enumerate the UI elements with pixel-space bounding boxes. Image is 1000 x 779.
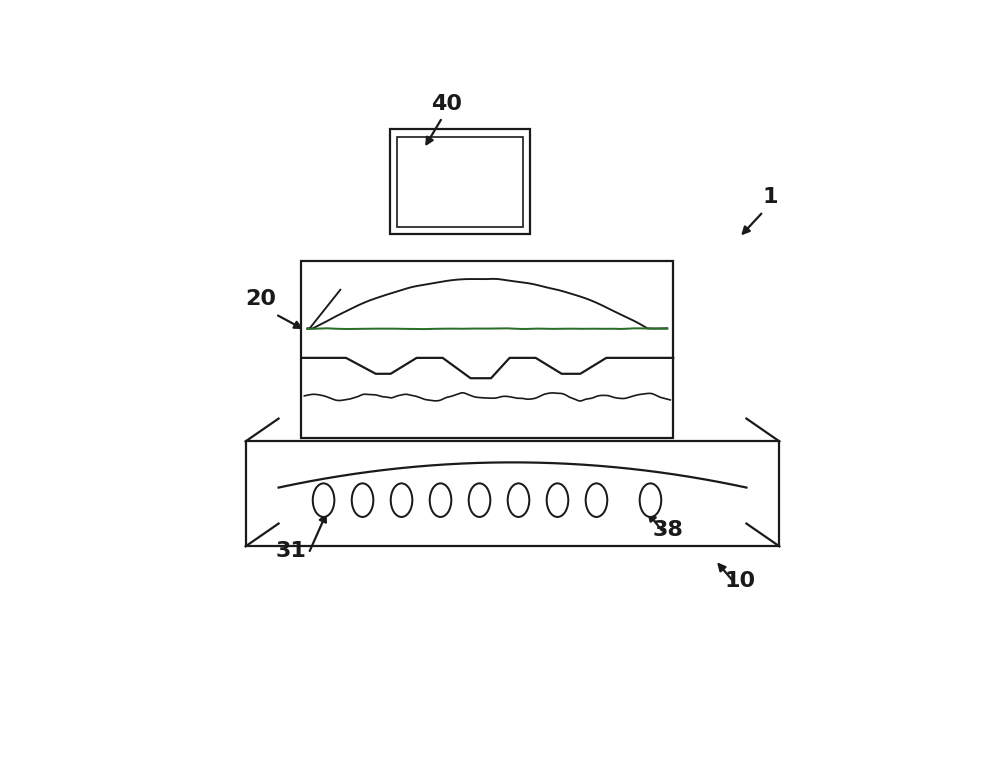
Ellipse shape: [640, 483, 661, 517]
Ellipse shape: [547, 483, 568, 517]
Bar: [397, 136, 523, 227]
Ellipse shape: [352, 483, 373, 517]
Text: 1: 1: [763, 188, 778, 207]
Text: 20: 20: [245, 290, 276, 309]
Bar: [246, 442, 779, 546]
Ellipse shape: [586, 483, 607, 517]
Text: 38: 38: [653, 520, 684, 541]
Text: 10: 10: [725, 571, 756, 591]
Ellipse shape: [313, 483, 334, 517]
Text: 40: 40: [431, 94, 462, 115]
Ellipse shape: [469, 483, 490, 517]
Bar: [390, 129, 530, 234]
Ellipse shape: [508, 483, 529, 517]
Bar: [301, 262, 673, 439]
Ellipse shape: [430, 483, 451, 517]
Ellipse shape: [391, 483, 412, 517]
Text: 31: 31: [275, 541, 306, 562]
